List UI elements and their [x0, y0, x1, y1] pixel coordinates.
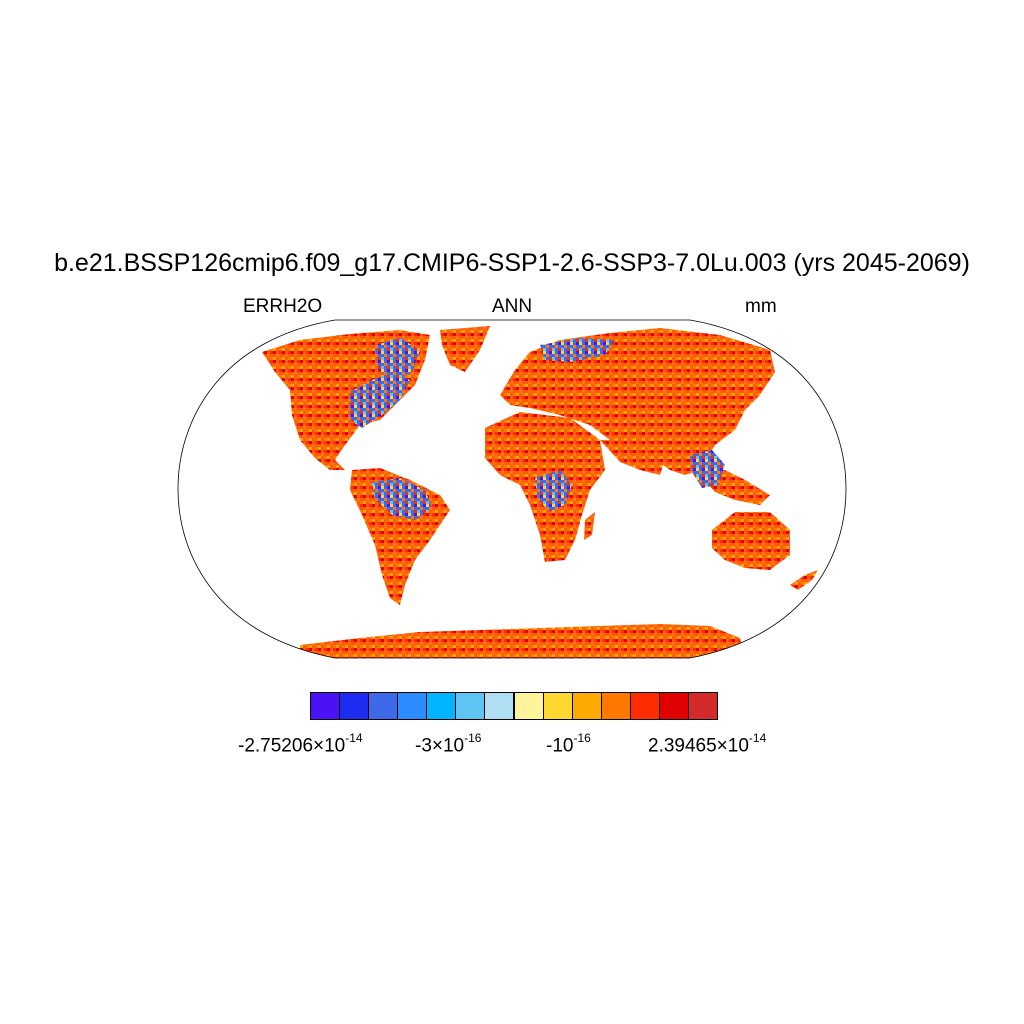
central-africa-negative-patch: [535, 470, 572, 512]
season-label: ANN: [491, 296, 533, 317]
colorbar-box: [368, 692, 399, 720]
colorbar-box: [658, 692, 689, 720]
colorbar-box: [600, 692, 631, 720]
figure-title: b.e21.BSSP126cmip6.f09_g17.CMIP6-SSP1-2.…: [54, 249, 970, 277]
colorbar-box: [426, 692, 457, 720]
units-label: mm: [745, 296, 777, 317]
colorbar-tick-exponent: -14: [748, 731, 767, 745]
hudson-bay-negative-patch: [375, 338, 420, 380]
southeast-asia-negative-patch: [690, 450, 725, 488]
colorbar-tick-label: -10-16: [546, 731, 591, 757]
colorbar-box: [571, 692, 602, 720]
antarctica-landmass: [300, 624, 745, 658]
new-zealand-landmass: [790, 570, 818, 590]
colorbar-box: [397, 692, 428, 720]
variable-name-label: ERRH2O: [243, 296, 323, 317]
colorbar-box: [513, 692, 544, 720]
colorbar-tick-label: -2.75206×10-14: [238, 731, 363, 757]
eastern-north-america-negative-patch: [350, 372, 410, 428]
greenland-landmass: [440, 326, 490, 372]
colorbar-tick-mantissa: -10: [546, 735, 574, 757]
colorbar-tick-exponent: -16: [464, 731, 482, 745]
madagascar-landmass: [584, 512, 595, 540]
colorbar-box: [455, 692, 486, 720]
map-boundary: [177, 319, 847, 659]
colorbar-box: [629, 692, 660, 720]
colorbar-tick-exponent: -16: [573, 731, 591, 745]
south-asia-landmass: [600, 440, 665, 475]
colorbar-tick-label: -3×10-16: [415, 731, 482, 757]
colorbar-box: [310, 692, 341, 720]
colorbar-box: [484, 692, 515, 720]
australia-landmass: [712, 512, 790, 570]
colorbar-box: [687, 692, 718, 720]
siberia-negative-patch: [540, 338, 615, 362]
colorbar-box: [339, 692, 370, 720]
colorbar-tick-mantissa: 2.39465×10: [648, 735, 749, 757]
colorbar-tick-exponent: -14: [345, 731, 363, 745]
eurasia-landmass: [500, 328, 775, 475]
colorbar-tick-label: 2.39465×10-14: [648, 731, 767, 757]
land-field: [262, 326, 818, 658]
colorbar-tick-mantissa: -2.75206×10: [238, 735, 346, 757]
colorbar-box: [542, 692, 573, 720]
colorbar-tick-mantissa: -3×10: [415, 735, 465, 757]
amazon-negative-patch: [372, 478, 432, 520]
